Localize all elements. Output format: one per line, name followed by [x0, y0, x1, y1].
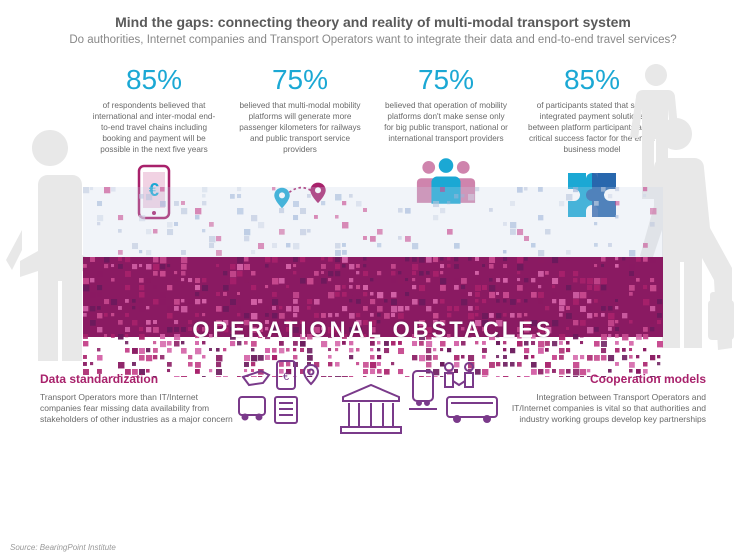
page-subtitle: Do authorities, Internet companies and T…	[40, 34, 706, 46]
stat-pct: 85%	[564, 64, 620, 96]
bottom-right-title: Cooperation models	[506, 371, 706, 387]
source-credit: Source: BearingPoint Institute	[10, 543, 116, 552]
bottom-icons-cluster: €	[233, 353, 513, 443]
stat-pct: 75%	[272, 64, 328, 96]
stat-text: believed that multi-modal mobility platf…	[236, 100, 364, 155]
bottom-right-text: Integration between Transport Operators …	[506, 392, 706, 426]
bottom-left-text: Transport Operators more than IT/Interne…	[40, 392, 240, 426]
stat-pct: 75%	[418, 64, 474, 96]
stat-pct: 85%	[126, 64, 182, 96]
svg-text:€: €	[283, 371, 289, 383]
bus-icon	[239, 397, 265, 415]
page-title: Mind the gaps: connecting theory and rea…	[40, 14, 706, 30]
coach-icon	[447, 397, 497, 422]
bottom-left: Data standardization Transport Operators…	[40, 371, 240, 426]
institution-icon	[341, 385, 401, 433]
bottom-right: Cooperation models Integration between T…	[506, 371, 706, 426]
plane-icon	[243, 371, 269, 385]
stat-text: believed that operation of mobility plat…	[382, 100, 510, 144]
bottom-left-title: Data standardization	[40, 371, 240, 387]
mosaic-pattern	[83, 187, 663, 377]
cooperation-icon	[445, 363, 473, 387]
train-icon	[409, 371, 437, 409]
stat-text: of respondents believed that internation…	[90, 100, 218, 155]
band-label: OPERATIONAL OBSTACLES	[93, 317, 653, 343]
mosaic-band: OPERATIONAL OBSTACLES	[93, 227, 653, 367]
